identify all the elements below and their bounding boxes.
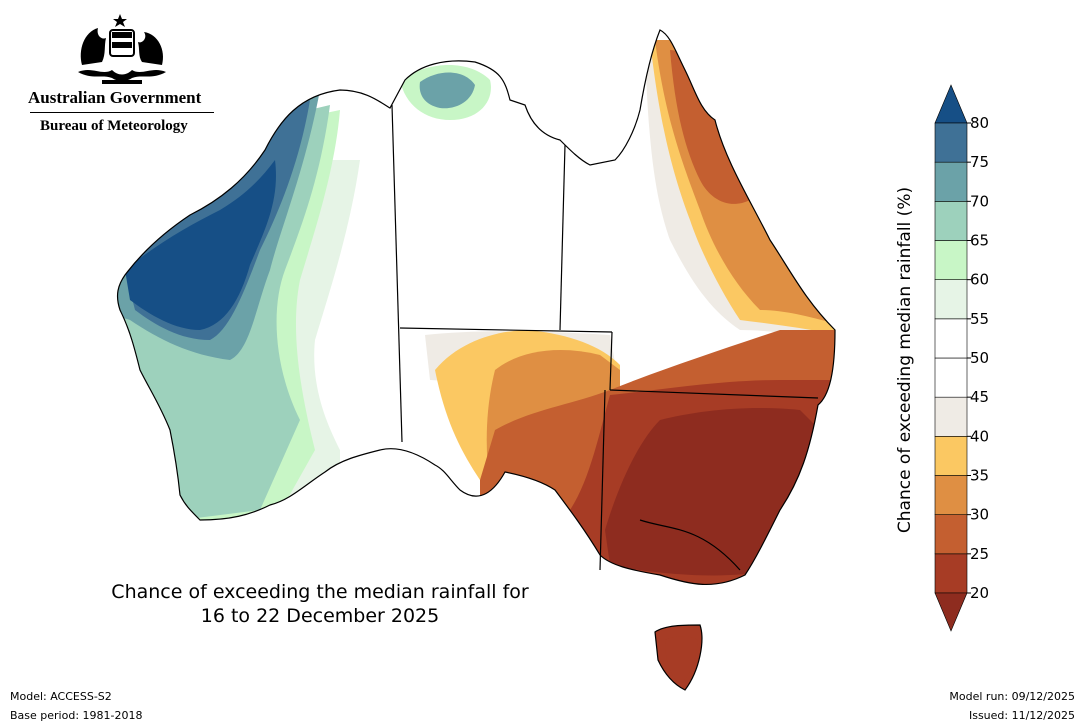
colorbar-bin [934, 475, 968, 515]
agency-name: Bureau of Meteorology [40, 118, 188, 134]
map-caption: Chance of exceeding the median rainfall … [60, 580, 580, 628]
logo-divider [30, 112, 214, 113]
colorbar-bin [934, 514, 968, 555]
coat-of-arms-icon [78, 14, 166, 84]
colorbar-tick-label: 25 [970, 545, 989, 563]
colorbar-bin [934, 436, 968, 476]
colorbar-tick-label: 45 [970, 388, 989, 406]
colorbar-bin [934, 357, 968, 398]
issued-label: Issued: 11/12/2025 [968, 709, 1075, 722]
colorbar-bin [934, 201, 968, 241]
government-name: Australian Government [28, 88, 202, 107]
colorbar-tick-label: 55 [970, 310, 989, 328]
colorbar-bin [934, 318, 968, 359]
colorbar-bin [934, 161, 968, 202]
bom-logo: Australian Government Bureau of Meteorol… [22, 10, 222, 140]
colorbar-bin [934, 240, 968, 280]
colorbar-bin [934, 279, 968, 320]
colorbar-tick-label: 20 [970, 584, 989, 602]
rainfall-colorbar: 20 25 30 35 40 45 50 55 60 65 70 75 80 [934, 84, 989, 632]
model-label: Model: ACCESS-S2 [10, 690, 112, 703]
colorbar-tick-label: 40 [970, 427, 989, 445]
colorbar-extend-high [934, 84, 968, 124]
tasmania-coastline [654, 624, 703, 691]
colorbar-bin [934, 122, 968, 163]
colorbar-tick-label: 70 [970, 192, 989, 210]
colorbar-tick-label: 35 [970, 467, 989, 485]
colorbar-extend-low [934, 592, 968, 632]
colorbar-tick-label: 50 [970, 349, 989, 367]
colorbar-tick-label: 75 [970, 153, 989, 171]
colorbar-tick-label: 30 [970, 506, 989, 524]
state-borders [391, 104, 819, 571]
coastline [116, 29, 836, 585]
colorbar-tick-label: 60 [970, 271, 989, 289]
colorbar-tick-label: 65 [970, 232, 989, 250]
australia-rainfall-map [116, 29, 836, 691]
caption-line-1: Chance of exceeding the median rainfall … [111, 581, 529, 603]
colorbar-bin [934, 553, 968, 594]
colorbar-bin [934, 396, 968, 437]
colorbar-tick-label: 80 [970, 114, 989, 132]
model-run-label: Model run: 09/12/2025 [949, 690, 1075, 703]
base-period-label: Base period: 1981-2018 [10, 709, 143, 722]
caption-line-2: 16 to 22 December 2025 [200, 605, 440, 627]
